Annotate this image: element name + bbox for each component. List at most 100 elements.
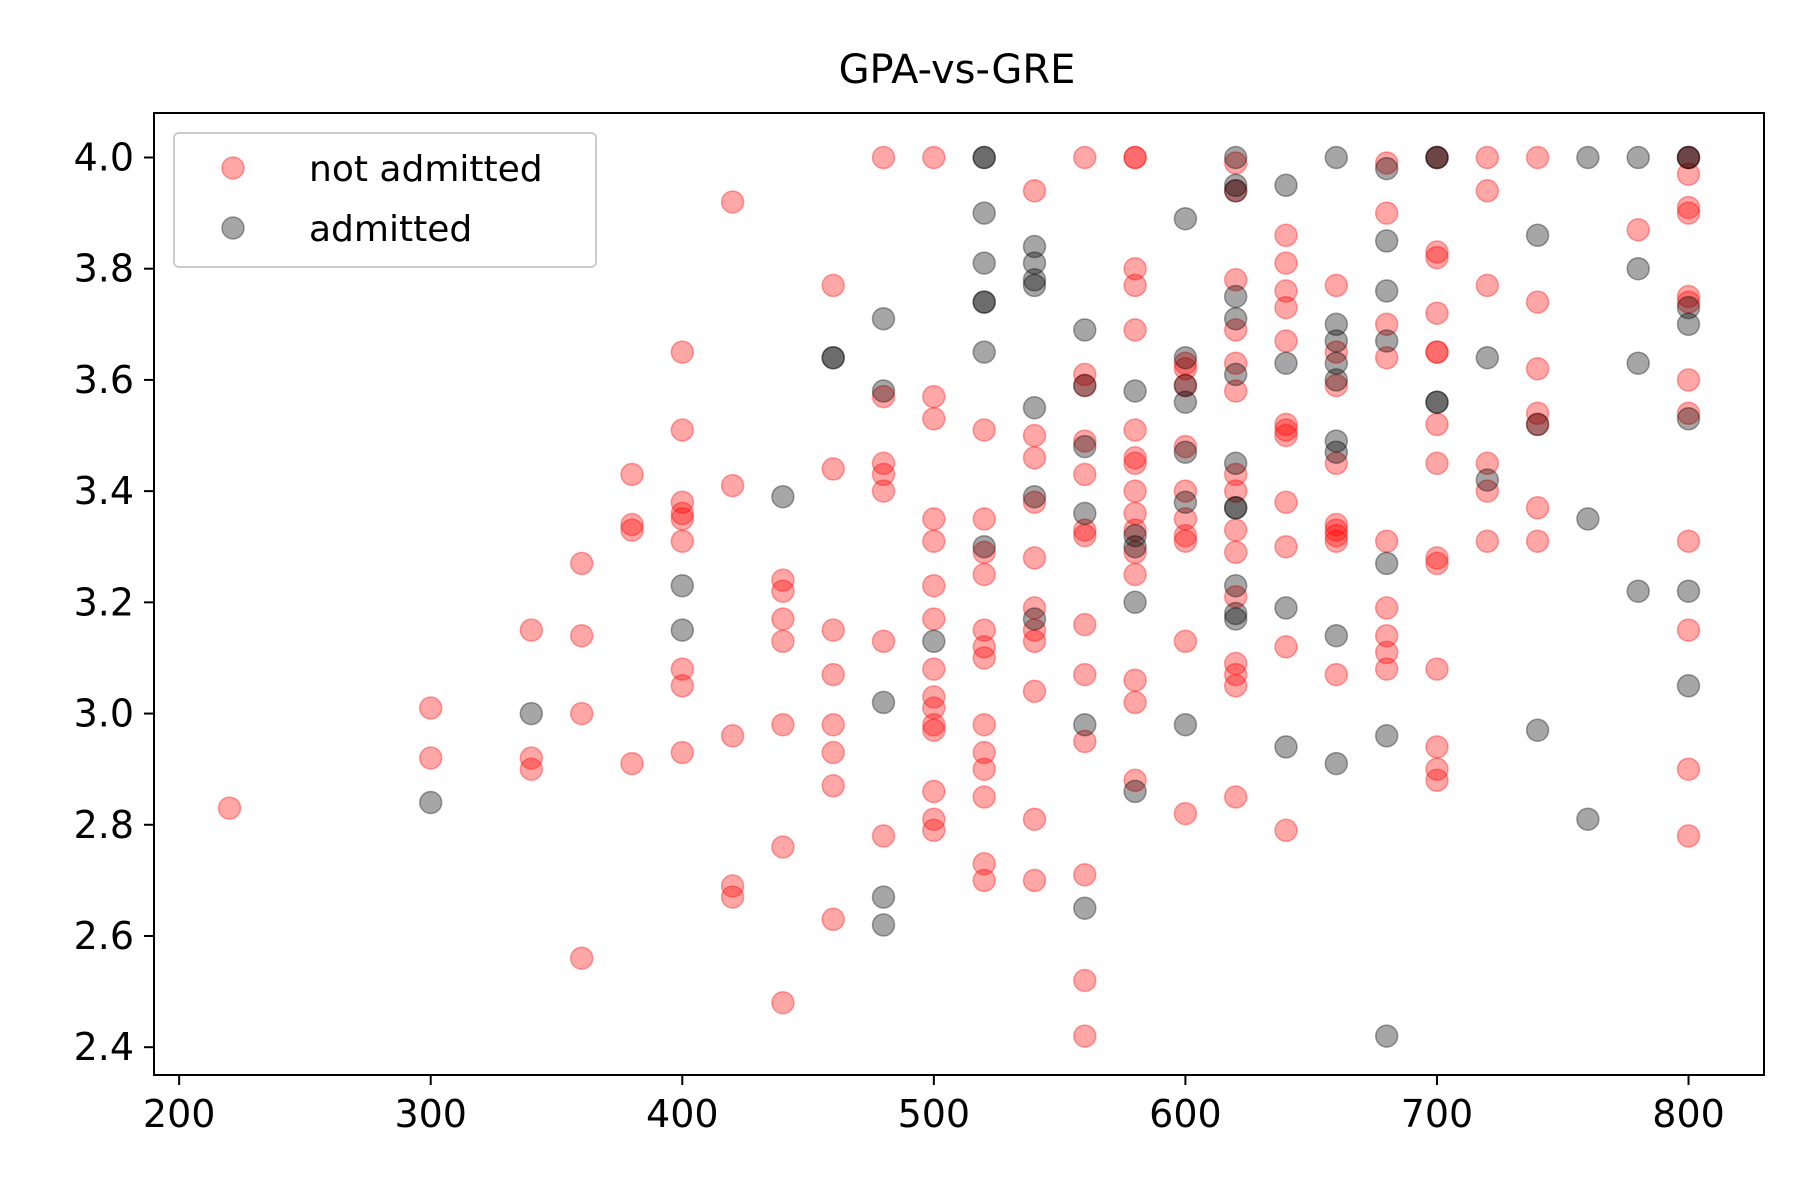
point-admitted — [1324, 440, 1349, 464]
point-not-admitted — [1425, 245, 1449, 270]
point-admitted — [972, 201, 996, 225]
point-not-admitted — [1073, 1024, 1097, 1048]
point-admitted — [1223, 601, 1248, 626]
point-not-admitted — [1073, 518, 1097, 542]
y-axis: 2.4 2.6 2.8 3.0 3.2 3.4 3.6 3.8 4.0 — [74, 135, 154, 1069]
point-not-admitted — [972, 740, 996, 765]
point-not-admitted — [670, 529, 695, 553]
point-not-admitted — [1123, 318, 1147, 342]
point-not-admitted — [519, 757, 544, 781]
point-not-admitted — [720, 724, 745, 748]
point-admitted — [1022, 251, 1047, 275]
point-not-admitted — [1374, 596, 1399, 620]
point-admitted — [1223, 573, 1248, 598]
point-admitted — [972, 290, 996, 314]
point-admitted — [1475, 345, 1500, 370]
point-not-admitted — [821, 273, 845, 298]
point-admitted — [1022, 484, 1047, 509]
point-not-admitted — [871, 384, 896, 409]
point-not-admitted — [821, 618, 845, 642]
point-not-admitted — [922, 607, 946, 631]
point-not-admitted — [1324, 340, 1349, 364]
point-admitted — [1022, 234, 1047, 259]
y-tick-label: 3.8 — [74, 247, 134, 291]
point-admitted — [1676, 145, 1701, 170]
point-not-admitted — [1123, 451, 1147, 476]
point-admitted — [1123, 379, 1147, 403]
point-not-admitted — [217, 796, 242, 820]
point-not-admitted — [1022, 596, 1047, 620]
point-not-admitted — [1073, 373, 1097, 398]
point-not-admitted — [1274, 418, 1298, 442]
x-axis: 200 300 400 500 600 700 800 — [143, 1075, 1725, 1136]
point-admitted — [670, 618, 695, 642]
point-not-admitted — [922, 818, 946, 843]
point-admitted — [1223, 607, 1248, 631]
point-not-admitted — [871, 629, 896, 654]
point-not-admitted — [1223, 540, 1248, 565]
point-not-admitted — [1475, 179, 1500, 203]
point-not-admitted — [1173, 523, 1198, 548]
point-not-admitted — [1123, 256, 1147, 281]
point-admitted — [1123, 779, 1147, 804]
point-not-admitted — [1525, 412, 1550, 437]
point-admitted — [1274, 173, 1298, 198]
point-not-admitted — [1274, 490, 1298, 514]
x-tick-label: 300 — [394, 1092, 467, 1136]
point-not-admitted — [771, 629, 795, 654]
point-admitted — [1576, 145, 1600, 170]
point-not-admitted — [1475, 451, 1500, 476]
point-not-admitted — [1173, 507, 1198, 531]
point-not-admitted — [1073, 362, 1097, 387]
point-not-admitted — [922, 507, 946, 531]
point-admitted — [1173, 440, 1198, 464]
point-admitted — [1425, 390, 1449, 414]
point-not-admitted — [670, 740, 695, 765]
point-not-admitted — [871, 451, 896, 476]
point-not-admitted — [1475, 145, 1500, 170]
point-not-admitted — [972, 507, 996, 531]
point-not-admitted — [972, 712, 996, 737]
point-admitted — [922, 629, 946, 654]
point-not-admitted — [922, 779, 946, 804]
point-not-admitted — [1525, 357, 1550, 381]
point-admitted — [1525, 718, 1550, 742]
point-not-admitted — [620, 751, 644, 776]
point-not-admitted — [1676, 757, 1701, 781]
x-tick-label: 800 — [1652, 1092, 1725, 1136]
point-not-admitted — [1425, 145, 1449, 170]
point-not-admitted — [720, 885, 745, 909]
point-not-admitted — [1123, 768, 1147, 793]
point-not-admitted — [972, 618, 996, 642]
point-not-admitted — [1022, 618, 1047, 642]
point-not-admitted — [670, 418, 695, 442]
legend-label-admitted: admitted — [309, 209, 472, 250]
point-admitted — [1626, 256, 1650, 281]
point-not-admitted — [771, 712, 795, 737]
point-not-admitted — [1374, 529, 1399, 553]
point-admitted — [1676, 579, 1701, 603]
point-not-admitted — [922, 573, 946, 598]
point-admitted — [1223, 306, 1248, 331]
point-not-admitted — [1022, 446, 1047, 470]
point-admitted — [972, 145, 996, 170]
point-admitted — [1173, 712, 1198, 737]
point-admitted — [1374, 229, 1399, 253]
point-admitted — [418, 790, 443, 815]
legend-label-not-admitted: not admitted — [309, 149, 543, 190]
point-admitted — [871, 306, 896, 331]
point-not-admitted — [972, 785, 996, 809]
point-not-admitted — [1022, 490, 1047, 514]
point-admitted — [1223, 362, 1248, 387]
point-not-admitted — [1073, 145, 1097, 170]
point-not-admitted — [922, 657, 946, 681]
point-not-admitted — [1123, 145, 1147, 170]
point-not-admitted — [821, 712, 845, 737]
point-admitted — [1073, 373, 1097, 398]
point-not-admitted — [771, 568, 795, 592]
point-admitted — [1676, 145, 1701, 170]
point-not-admitted — [1475, 479, 1500, 503]
point-not-admitted — [1223, 379, 1248, 403]
point-not-admitted — [1274, 251, 1298, 275]
point-not-admitted — [1223, 585, 1248, 609]
